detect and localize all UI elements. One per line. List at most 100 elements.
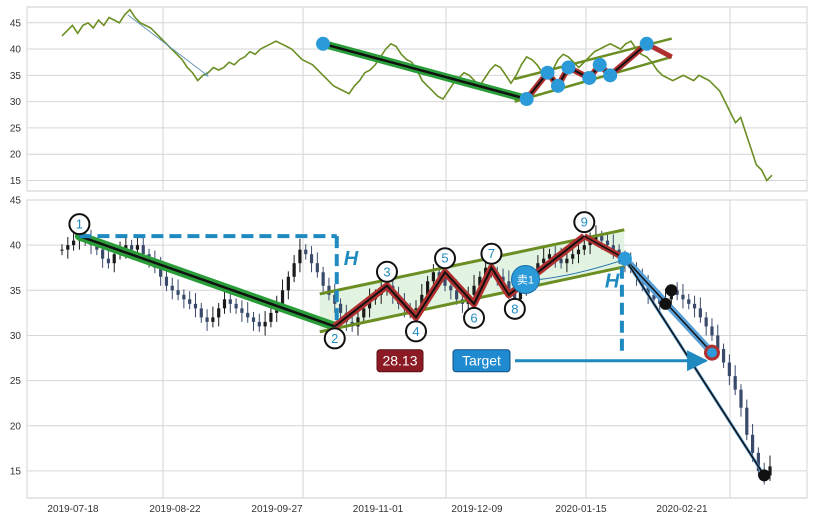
candle-body	[692, 303, 697, 309]
candle-body	[112, 254, 116, 264]
candle	[304, 244, 308, 260]
candle-body	[246, 312, 250, 318]
sell-signal-connector	[539, 260, 622, 280]
candle-body	[588, 240, 592, 246]
candle	[292, 255, 296, 283]
point-circle-1	[68, 213, 91, 236]
candlestick-x-tick-label: 2019-11-01	[353, 504, 404, 515]
candle	[338, 298, 343, 319]
sell-signal-label: 卖1	[517, 273, 534, 286]
candle-body	[571, 254, 575, 259]
candle-body	[234, 303, 238, 309]
candle	[692, 295, 697, 318]
candle	[739, 384, 743, 417]
candle	[222, 291, 227, 314]
overview-marker-2	[519, 92, 534, 106]
candle-body	[362, 308, 366, 318]
candle	[687, 293, 691, 310]
candle	[205, 309, 209, 331]
point-circle-8	[503, 297, 526, 320]
candlestick-y-tick-label: 30	[10, 331, 22, 342]
candle-body	[576, 249, 581, 255]
overview-y-tick-label: 45	[10, 18, 22, 29]
candle-body	[605, 240, 610, 246]
candle	[745, 399, 749, 441]
candle	[315, 252, 319, 278]
point-label-4: 4	[412, 324, 419, 339]
overview-marker-7	[592, 57, 607, 72]
candle	[698, 297, 702, 323]
point-circle-5	[434, 247, 457, 270]
candle-body	[222, 299, 227, 309]
candle	[217, 302, 221, 327]
candle-body	[217, 308, 221, 318]
candle-body	[327, 285, 331, 295]
candle-body	[733, 376, 737, 390]
candle-body	[513, 290, 517, 300]
candle	[727, 354, 731, 386]
candle-body	[518, 290, 523, 300]
candle-body	[698, 308, 702, 318]
candle-body	[745, 407, 749, 435]
candle-body	[611, 245, 615, 250]
candle-body	[507, 281, 511, 291]
candle-body	[675, 290, 679, 295]
candle	[193, 293, 198, 318]
candle-body	[263, 321, 267, 327]
candle-body	[199, 308, 203, 318]
candlestick-y-tick-label: 40	[10, 241, 22, 252]
candlestick-x-tick-label: 2020-01-15	[555, 504, 607, 515]
breakout-marker	[617, 251, 632, 266]
candle-body	[356, 317, 360, 327]
overview-marker-9	[639, 36, 654, 51]
candle	[234, 298, 238, 314]
overview-y-ticks: 15 20 25 30 35 40 45	[10, 18, 22, 187]
candlestick-y-tick-label: 25	[10, 376, 22, 387]
overview-y-tick-label: 25	[10, 123, 22, 134]
black-dot-3	[758, 469, 771, 482]
candle-body	[72, 240, 76, 246]
candle	[582, 239, 586, 256]
candle-body	[721, 349, 726, 363]
candle-body	[646, 285, 650, 295]
overview-y-tick-label: 30	[10, 97, 22, 108]
candlestick-y-tick-label: 20	[10, 421, 22, 432]
overview-marker-3	[540, 65, 555, 80]
candle-body	[205, 317, 209, 322]
overview-marker-8	[603, 68, 618, 83]
pattern-line	[334, 235, 585, 328]
candle	[199, 302, 203, 323]
candle	[681, 283, 685, 309]
candle	[704, 311, 708, 336]
candle-body	[280, 290, 285, 304]
candle-body	[501, 276, 505, 282]
candle	[188, 291, 192, 310]
point-circle-3	[375, 260, 398, 283]
pattern-tail-line	[583, 235, 626, 260]
overview-y-tick-label: 15	[10, 176, 22, 187]
candle-body	[559, 258, 563, 264]
candle-body	[704, 317, 708, 327]
point-label-9: 9	[581, 215, 588, 230]
point-label-8: 8	[511, 301, 518, 316]
pattern-annotations: H H 1 2 3 4 5 6 7 8 9 卖1 28.13 Target	[68, 211, 709, 373]
candle-body	[269, 312, 273, 322]
candle	[257, 313, 261, 332]
final-decline-line	[624, 258, 765, 476]
candle	[106, 247, 111, 269]
candle-body	[95, 245, 99, 250]
candle-body	[240, 308, 244, 313]
point-circle-4	[405, 320, 427, 343]
candle	[269, 307, 273, 328]
point-label-6: 6	[470, 310, 477, 325]
candle-body	[66, 245, 70, 250]
point-label-1: 1	[76, 217, 83, 232]
candle-body	[292, 263, 296, 277]
point-label-5: 5	[441, 251, 448, 266]
candle-body	[304, 249, 308, 255]
candle-body	[159, 267, 163, 277]
candle-body	[431, 272, 436, 282]
candle-body	[472, 285, 476, 295]
overview-y-tick-label: 40	[10, 45, 22, 56]
